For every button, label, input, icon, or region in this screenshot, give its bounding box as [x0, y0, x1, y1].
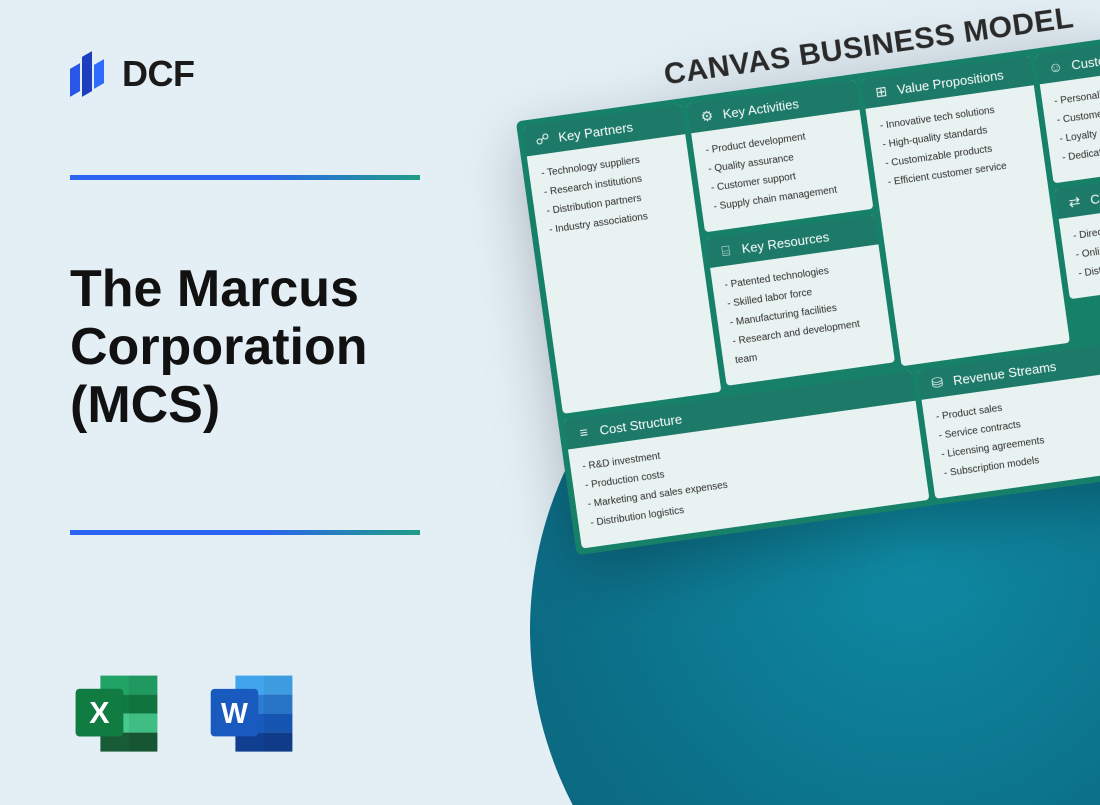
cell-label: Customer Relationships — [1070, 38, 1100, 72]
canvas-business-model: CANVAS BUSINESS MODEL ☍Key Partners Tech… — [510, 0, 1100, 555]
word-icon: W — [205, 668, 300, 763]
cell-channels: ⇄Channels Direct sales Online platform D… — [1055, 163, 1100, 299]
cell-body: Innovative tech solutions High-quality s… — [865, 85, 1070, 366]
cell-body: Technology suppliers Research institutio… — [527, 134, 722, 414]
cell-value-propositions: ⊞Value Propositions Innovative tech solu… — [861, 55, 1070, 366]
resources-icon: ⌸ — [717, 242, 735, 260]
canvas-col-activities-resources: ⚙Key Activities Product development Qual… — [687, 80, 896, 391]
dcf-logo-text: DCF — [122, 53, 195, 95]
cost-icon: ≡ — [575, 423, 593, 441]
cell-label: Key Activities — [722, 96, 800, 122]
partners-icon: ☍ — [533, 130, 551, 148]
cell-label: Key Resources — [741, 229, 830, 256]
hero-frame: DCF The Marcus Corporation (MCS) X W — [0, 0, 1100, 805]
cell-label: Channels — [1089, 184, 1100, 206]
dcf-logo: DCF — [70, 48, 195, 100]
cell-label: Key Partners — [557, 119, 634, 144]
revenue-icon: ⛁ — [928, 373, 946, 391]
svg-text:X: X — [89, 696, 109, 730]
cell-key-partners: ☍ Key Partners Technology suppliers Resea… — [523, 104, 722, 413]
svg-text:W: W — [221, 698, 248, 730]
cell-key-activities: ⚙Key Activities Product development Qual… — [687, 80, 873, 232]
value-icon: ⊞ — [872, 82, 890, 100]
divider-top — [70, 175, 420, 180]
excel-icon: X — [70, 668, 165, 763]
file-type-icons: X W — [70, 668, 300, 763]
cell-body: Patented technologies Skilled labor forc… — [710, 244, 895, 386]
cell-customer-relationships: ☺Customer Relationships Personalized sup… — [1036, 28, 1100, 183]
relationships-icon: ☺ — [1046, 58, 1064, 76]
canvas-grid: ☍ Key Partners Technology suppliers Resea… — [516, 21, 1100, 555]
activities-icon: ⚙ — [698, 107, 716, 125]
divider-bottom — [70, 530, 420, 535]
cell-key-resources: ⌸ Key Resources Patented technologies Ski… — [706, 215, 895, 386]
dcf-logo-mark — [70, 48, 110, 100]
page-title: The Marcus Corporation (MCS) — [70, 260, 450, 435]
channels-icon: ⇄ — [1065, 193, 1083, 211]
cell-label: Cost Structure — [599, 411, 683, 437]
